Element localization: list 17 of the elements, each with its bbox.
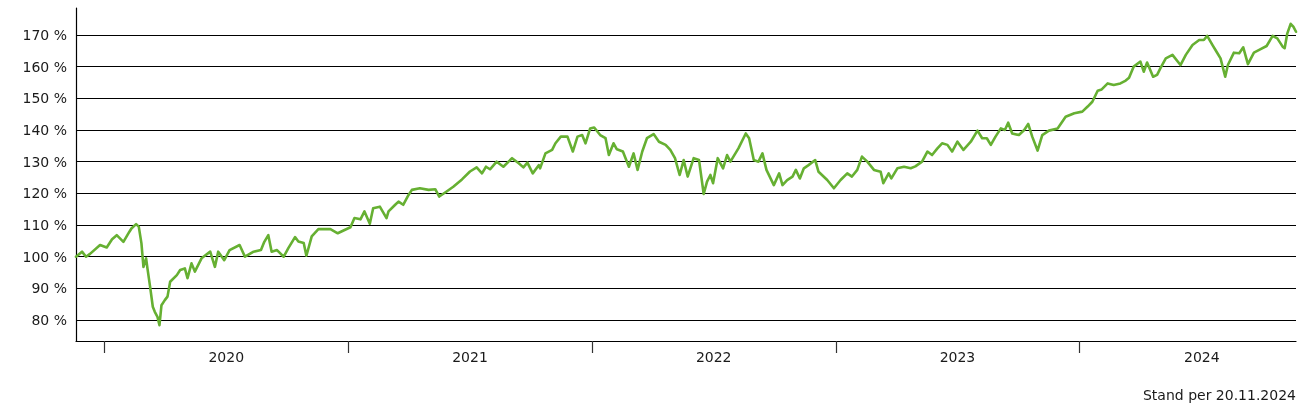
x-tick-label: 2024 [1184,349,1220,365]
x-tick-label: 2020 [208,349,245,365]
y-tick-label: 110 % [22,217,67,234]
y-tick-label: 130 % [22,153,67,170]
y-tick-label: 90 % [31,280,67,297]
y-tick-label: 80 % [31,312,67,329]
text: Stand per 20.11.2024 [1142,387,1297,403]
y-tick-label: 140 % [22,121,67,138]
x-tick-label: 2021 [452,349,488,365]
y-tick-label: 120 % [22,185,67,202]
x-tick-label: 2023 [939,349,976,365]
y-tick-label: 150 % [22,90,67,107]
y-tick-label: 160 % [22,58,67,75]
y-tick-label: 100 % [22,248,67,265]
x-tick-label: 2022 [695,349,732,365]
line-series [74,22,1298,327]
y-tick-label: 170 % [22,26,67,43]
